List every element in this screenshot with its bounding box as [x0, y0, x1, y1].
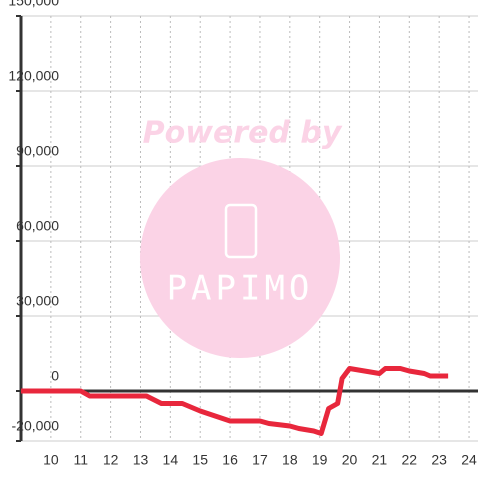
y-tick-label: 90,000 [16, 143, 59, 159]
y-tick-label: 60,000 [16, 218, 59, 234]
x-tick-label: 21 [372, 452, 388, 468]
y-tick-label: 150,000 [8, 0, 59, 9]
x-tick-label: 19 [312, 452, 328, 468]
x-tick-label: 14 [163, 452, 179, 468]
y-tick-label: 120,000 [8, 68, 59, 84]
watermark-logo: PAPIMO [167, 269, 314, 309]
x-tick-label: 23 [431, 452, 447, 468]
x-tick-label: 10 [43, 452, 59, 468]
y-tick-label: -20,000 [12, 418, 60, 434]
x-tick-label: 12 [103, 452, 119, 468]
x-tick-label: 24 [461, 452, 477, 468]
watermark: Powered by PAPIMO [140, 116, 343, 358]
x-tick-label: 16 [222, 452, 238, 468]
data-line [21, 366, 449, 436]
watermark-text: Powered by [143, 116, 343, 151]
y-tick-label: 0 [51, 368, 59, 384]
x-tick-label: 22 [402, 452, 418, 468]
y-tick-label: 30,000 [16, 293, 59, 309]
x-tick-label: 17 [252, 452, 268, 468]
x-tick-label: 15 [192, 452, 208, 468]
x-tick-label: 11 [73, 452, 88, 468]
x-tick-label: 13 [133, 452, 149, 468]
x-tick-label: 20 [342, 452, 358, 468]
x-tick-label: 18 [282, 452, 298, 468]
watermark-phone [224, 203, 258, 259]
